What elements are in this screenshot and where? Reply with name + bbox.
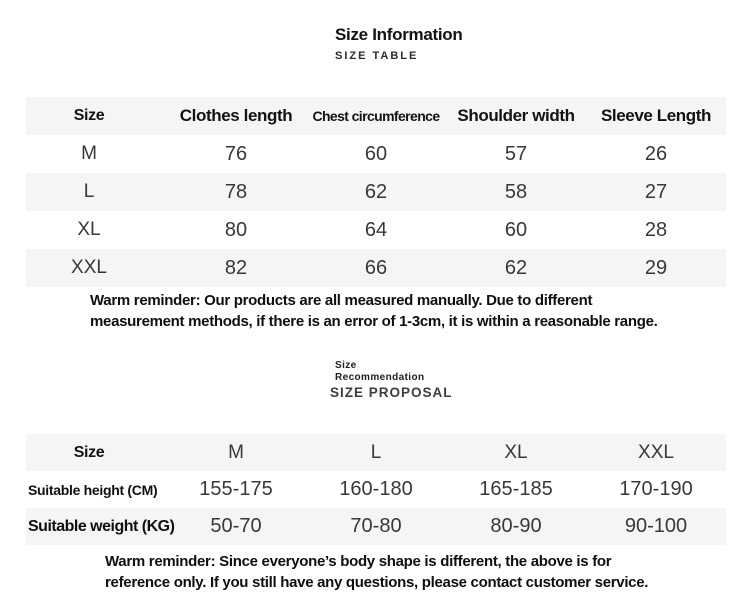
- value-cell: 64: [364, 218, 388, 241]
- value-cell: 90-100: [624, 515, 688, 537]
- row-label: Suitable height (CM): [28, 481, 158, 498]
- service-reminder: Warm reminder: Since everyone’s body sha…: [105, 551, 648, 593]
- value-cell: 26: [644, 142, 668, 165]
- value-cell: 58: [504, 180, 528, 203]
- size-table-row-xxl: XXL 82 66 62 29: [26, 249, 726, 287]
- recommendation-label-line1: Size: [335, 360, 357, 371]
- measurement-reminder-line1: Warm reminder: Our products are all meas…: [90, 292, 593, 309]
- value-cell: 62: [364, 180, 388, 203]
- size-table-header-chest-circumference: Chest circumference: [312, 108, 440, 124]
- recommendation-row-height: Suitable height (CM) 155-175 160-180 165…: [26, 471, 726, 508]
- service-reminder-line2: reference only. If you still have any qu…: [105, 574, 649, 591]
- value-cell: 165-185: [479, 478, 553, 500]
- value-cell: 60: [364, 142, 388, 165]
- size-table-row-l: L 78 62 58 27: [26, 173, 726, 211]
- page-subtitle: SIZE TABLE: [335, 50, 419, 62]
- value-cell: 62: [504, 256, 528, 279]
- recommendation-header-xxl: XXL: [638, 441, 674, 463]
- recommendation-label-line2: Recommendation: [335, 372, 425, 383]
- size-cell: L: [83, 181, 95, 202]
- value-cell: 50-70: [210, 515, 262, 537]
- size-table-header-row: Size Clothes length Chest circumference …: [26, 97, 726, 135]
- measurement-reminder: Warm reminder: Our products are all meas…: [90, 290, 658, 332]
- size-table-header-clothes-length: Clothes length: [179, 106, 293, 125]
- size-table-header-sleeve-length: Sleeve Length: [600, 106, 712, 125]
- value-cell: 155-175: [199, 478, 273, 500]
- recommendation-row-weight: Suitable weight (KG) 50-70 70-80 80-90 9…: [26, 508, 726, 545]
- size-table-header-shoulder-width: Shoulder width: [457, 106, 575, 125]
- value-cell: 57: [504, 142, 528, 165]
- recommendation-header-row: Size M L XL XXL: [26, 434, 726, 471]
- value-cell: 80-90: [490, 515, 542, 537]
- measurement-reminder-line2: measurement methods, if there is an erro…: [90, 313, 658, 330]
- value-cell: 76: [224, 142, 248, 165]
- value-cell: 80: [224, 218, 248, 241]
- value-cell: 70-80: [350, 515, 402, 537]
- recommendation-header-l: L: [370, 441, 382, 463]
- size-recommendation-table: Size M L XL XXL Suitable height (CM) 155…: [26, 434, 726, 545]
- row-label: Suitable weight (KG): [28, 517, 175, 535]
- value-cell: 29: [644, 256, 668, 279]
- value-cell: 160-180: [339, 478, 413, 500]
- value-cell: 28: [644, 218, 668, 241]
- value-cell: 170-190: [619, 478, 693, 500]
- size-table: Size Clothes length Chest circumference …: [26, 97, 726, 287]
- recommendation-header-xl: XL: [504, 441, 528, 463]
- page-title: Size Information: [335, 25, 463, 44]
- value-cell: 66: [364, 256, 388, 279]
- size-table-header-size: Size: [73, 107, 105, 124]
- value-cell: 60: [504, 218, 528, 241]
- service-reminder-line1: Warm reminder: Since everyone’s body sha…: [105, 553, 612, 570]
- size-cell: XL: [77, 219, 101, 240]
- recommendation-subtitle: SIZE PROPOSAL: [330, 385, 453, 400]
- recommendation-header-size: Size: [73, 443, 105, 461]
- size-cell: XXL: [71, 257, 107, 278]
- size-table-row-xl: XL 80 64 60 28: [26, 211, 726, 249]
- size-table-row-m: M 76 60 57 26: [26, 135, 726, 173]
- size-cell: M: [81, 143, 97, 164]
- recommendation-header-m: M: [228, 441, 244, 463]
- value-cell: 27: [644, 180, 668, 203]
- value-cell: 78: [224, 180, 248, 203]
- value-cell: 82: [224, 256, 248, 279]
